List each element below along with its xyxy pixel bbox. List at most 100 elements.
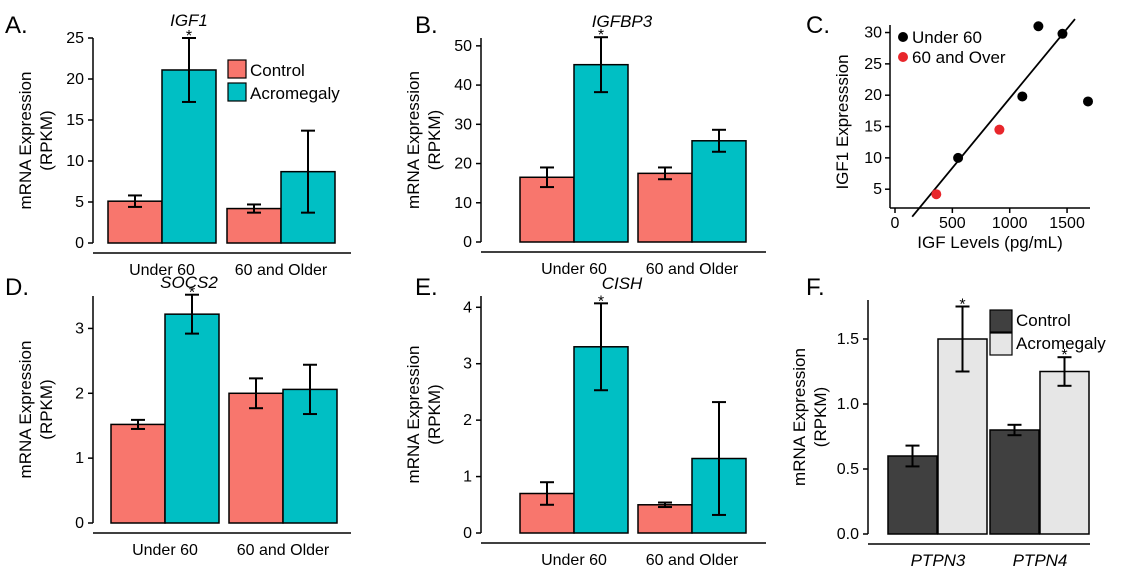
y-tick-label: 5: [873, 181, 882, 198]
y-tick-label: 50: [454, 38, 472, 55]
bar-control-1: [226, 207, 282, 244]
y-axis-label: mRNA Expression (RPKM): [16, 341, 56, 479]
y-tick-label: 5: [75, 194, 84, 211]
x-tick-label: PTPN4: [1013, 551, 1068, 567]
point-under-60: [1017, 91, 1028, 102]
point-60-and-over: [994, 124, 1005, 135]
y-tick-label: 10: [66, 153, 84, 170]
y-tick-label: 25: [864, 56, 882, 73]
panel-letter-c: C.: [806, 12, 830, 39]
y-tick-label: 2: [463, 412, 472, 429]
legend-label-control: Control: [1016, 311, 1071, 330]
y-axis-label-line: mRNA Expression: [404, 346, 423, 484]
legend-marker-under-60: [898, 32, 908, 42]
legend-label: 60 and Over: [912, 48, 1006, 67]
chart-title: CISH: [602, 274, 643, 293]
significance-star: *: [1061, 347, 1067, 364]
legend-label-acromegaly: Acromegaly: [1016, 334, 1106, 353]
x-tick-label: 60 and Older: [235, 262, 328, 279]
bar-control-0: [110, 423, 166, 524]
y-tick-label: 1: [463, 469, 472, 486]
significance-star: *: [189, 285, 195, 302]
x-tick-label: Under 60: [132, 542, 198, 559]
y-tick-label: 25: [66, 30, 84, 47]
regression-line: [911, 18, 1076, 218]
point-under-60: [1057, 28, 1068, 39]
legend-label-acromegaly: Acromegaly: [250, 84, 340, 103]
bar-control-1: [989, 429, 1040, 535]
y-tick-label: 0.0: [837, 526, 859, 543]
panel-letter-b: B.: [415, 12, 438, 39]
x-tick-label: 60 and Older: [646, 261, 739, 278]
legend-swatch-control: [227, 59, 247, 79]
panel-letter-e: E.: [415, 274, 438, 301]
y-tick-label: 20: [66, 71, 84, 88]
chart-title: IGFBP3: [592, 12, 653, 31]
y-axis-label-line: mRNA Expression: [404, 71, 423, 209]
legend-marker-60-and-over: [898, 52, 908, 62]
x-tick-label: 60 and Older: [237, 542, 330, 559]
bar-control-0: [887, 455, 938, 535]
y-tick-label: 0: [75, 515, 84, 532]
y-axis-label-line: (RPKM): [425, 384, 444, 444]
y-tick-label: 3: [75, 320, 84, 337]
y-axis-label-line: mRNA Expression: [790, 348, 809, 486]
y-tick-label: 10: [454, 195, 472, 212]
y-tick-label: 30: [454, 116, 472, 133]
y-axis-label-line: (RPKM): [37, 110, 56, 170]
point-under-60: [953, 152, 964, 163]
point-60-and-over: [931, 189, 942, 200]
y-tick-label: 0.5: [837, 461, 859, 478]
x-tick-label: PTPN3: [911, 551, 966, 567]
y-axis-label: mRNA Expression (RPKM): [404, 71, 444, 209]
legend-swatch-acromegaly: [989, 332, 1013, 356]
y-tick-label: 40: [454, 77, 472, 94]
legend-swatch-acromegaly: [227, 82, 247, 102]
y-tick-label: 1: [75, 450, 84, 467]
legend-swatch-control: [989, 309, 1013, 333]
x-tick-label: 0: [891, 215, 900, 232]
significance-star: *: [959, 297, 965, 314]
chart-title: SOCS2: [160, 273, 218, 292]
bar-control-1: [637, 172, 693, 243]
y-tick-label: 4: [463, 299, 472, 316]
legend-label: Under 60: [912, 28, 982, 47]
y-axis-label-line: mRNA Expression: [16, 72, 35, 210]
x-axis-label: IGF Levels (pg/mL): [917, 233, 1063, 252]
y-tick-label: 3: [463, 356, 472, 373]
y-axis-label: mRNA Expression (RPKM): [16, 72, 56, 210]
y-tick-label: 0: [463, 525, 472, 542]
y-axis-label-line: (RPKM): [425, 110, 444, 170]
bar-acromegaly-0: [164, 313, 220, 524]
bar-control-1: [228, 392, 284, 524]
y-tick-label: 15: [66, 112, 84, 129]
significance-star: *: [186, 28, 192, 45]
legend-label-control: Control: [250, 61, 305, 80]
x-tick-label: 1500: [1049, 215, 1085, 232]
point-under-60: [1083, 96, 1093, 107]
panel-letter-a: A.: [5, 12, 28, 39]
y-tick-label: 2: [75, 385, 84, 402]
significance-star: *: [598, 293, 604, 310]
bar-acromegaly-1: [1039, 370, 1090, 535]
x-tick-label: 60 and Older: [646, 552, 739, 567]
y-tick-label: 0: [75, 235, 84, 252]
panel-letter-d: D.: [5, 274, 29, 301]
y-axis-label: IGF1 Expresssion: [833, 54, 852, 189]
x-tick-label: Under 60: [541, 552, 607, 567]
y-tick-label: 10: [864, 150, 882, 167]
x-tick-label: 1000: [992, 215, 1028, 232]
y-tick-label: 20: [454, 156, 472, 173]
bar-acromegaly-0: [573, 63, 629, 243]
y-tick-label: 30: [864, 25, 882, 42]
panel-letter-f: F.: [806, 274, 825, 301]
y-tick-label: 1.0: [837, 396, 859, 413]
chart-title: IGF1: [170, 11, 208, 30]
x-tick-label: Under 60: [129, 262, 195, 279]
y-tick-label: 20: [864, 87, 882, 104]
y-tick-label: 15: [864, 119, 882, 136]
y-axis-label-line: mRNA Expression: [16, 341, 35, 479]
y-tick-label: 1.5: [837, 331, 859, 348]
bar-control-1: [637, 504, 693, 534]
